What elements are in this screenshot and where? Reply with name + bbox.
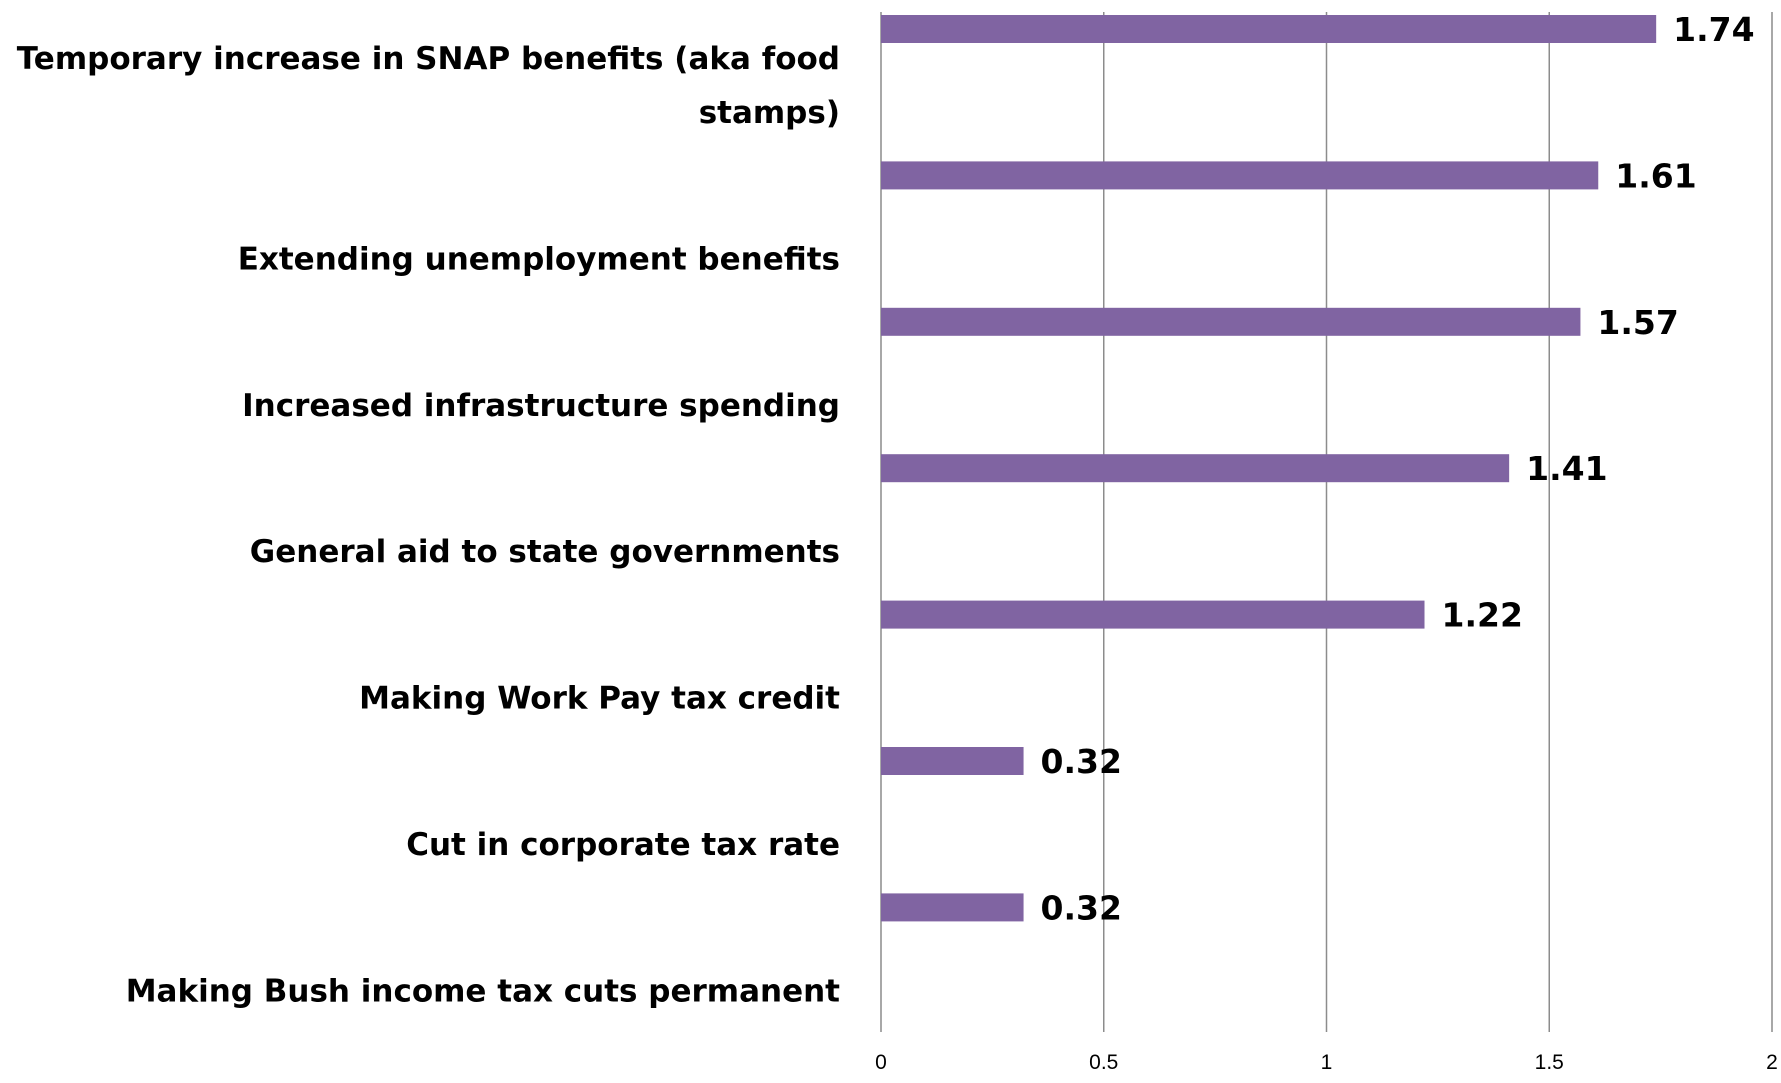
x-tick-label: 1 [1321,1051,1333,1074]
bar [881,15,1657,43]
category-label: Increased infrastructure spending [242,388,840,424]
category-label: Temporary increase in SNAP benefits (aka… [17,41,840,131]
category-label: General aid to state governments [250,534,840,570]
bar [881,307,1581,336]
bar [881,454,1510,483]
x-tick-label: 0.5 [1089,1051,1118,1074]
data-label: 1.61 [1615,156,1696,195]
category-label: Making Work Pay tax credit [359,681,840,717]
bar [881,893,1024,922]
data-label: 1.74 [1673,10,1754,49]
data-label: 1.41 [1526,449,1607,488]
category-label: Extending unemployment benefits [238,241,840,277]
x-tick-label: 1.5 [1535,1051,1564,1074]
x-axis-tick-labels: 0 0.5 1 1.5 2 [875,1051,1778,1074]
value-labels: 1.74 1.61 1.57 1.41 1.22 0.32 0.32 [1041,10,1755,927]
data-label: 1.22 [1442,596,1523,635]
category-label: Making Bush income tax cuts permanent [126,973,840,1009]
data-label: 1.57 [1597,303,1678,342]
bars [881,15,1657,922]
category-label: Cut in corporate tax rate [406,827,840,863]
x-tick-label: 0 [875,1051,887,1074]
bar [881,161,1599,190]
category-labels: Temporary increase in SNAP benefits (aka… [17,41,840,1009]
data-label: 0.32 [1041,888,1122,927]
bar [881,747,1024,775]
bar [881,600,1425,629]
data-label: 0.32 [1041,742,1122,781]
x-tick-label: 2 [1766,1051,1778,1074]
